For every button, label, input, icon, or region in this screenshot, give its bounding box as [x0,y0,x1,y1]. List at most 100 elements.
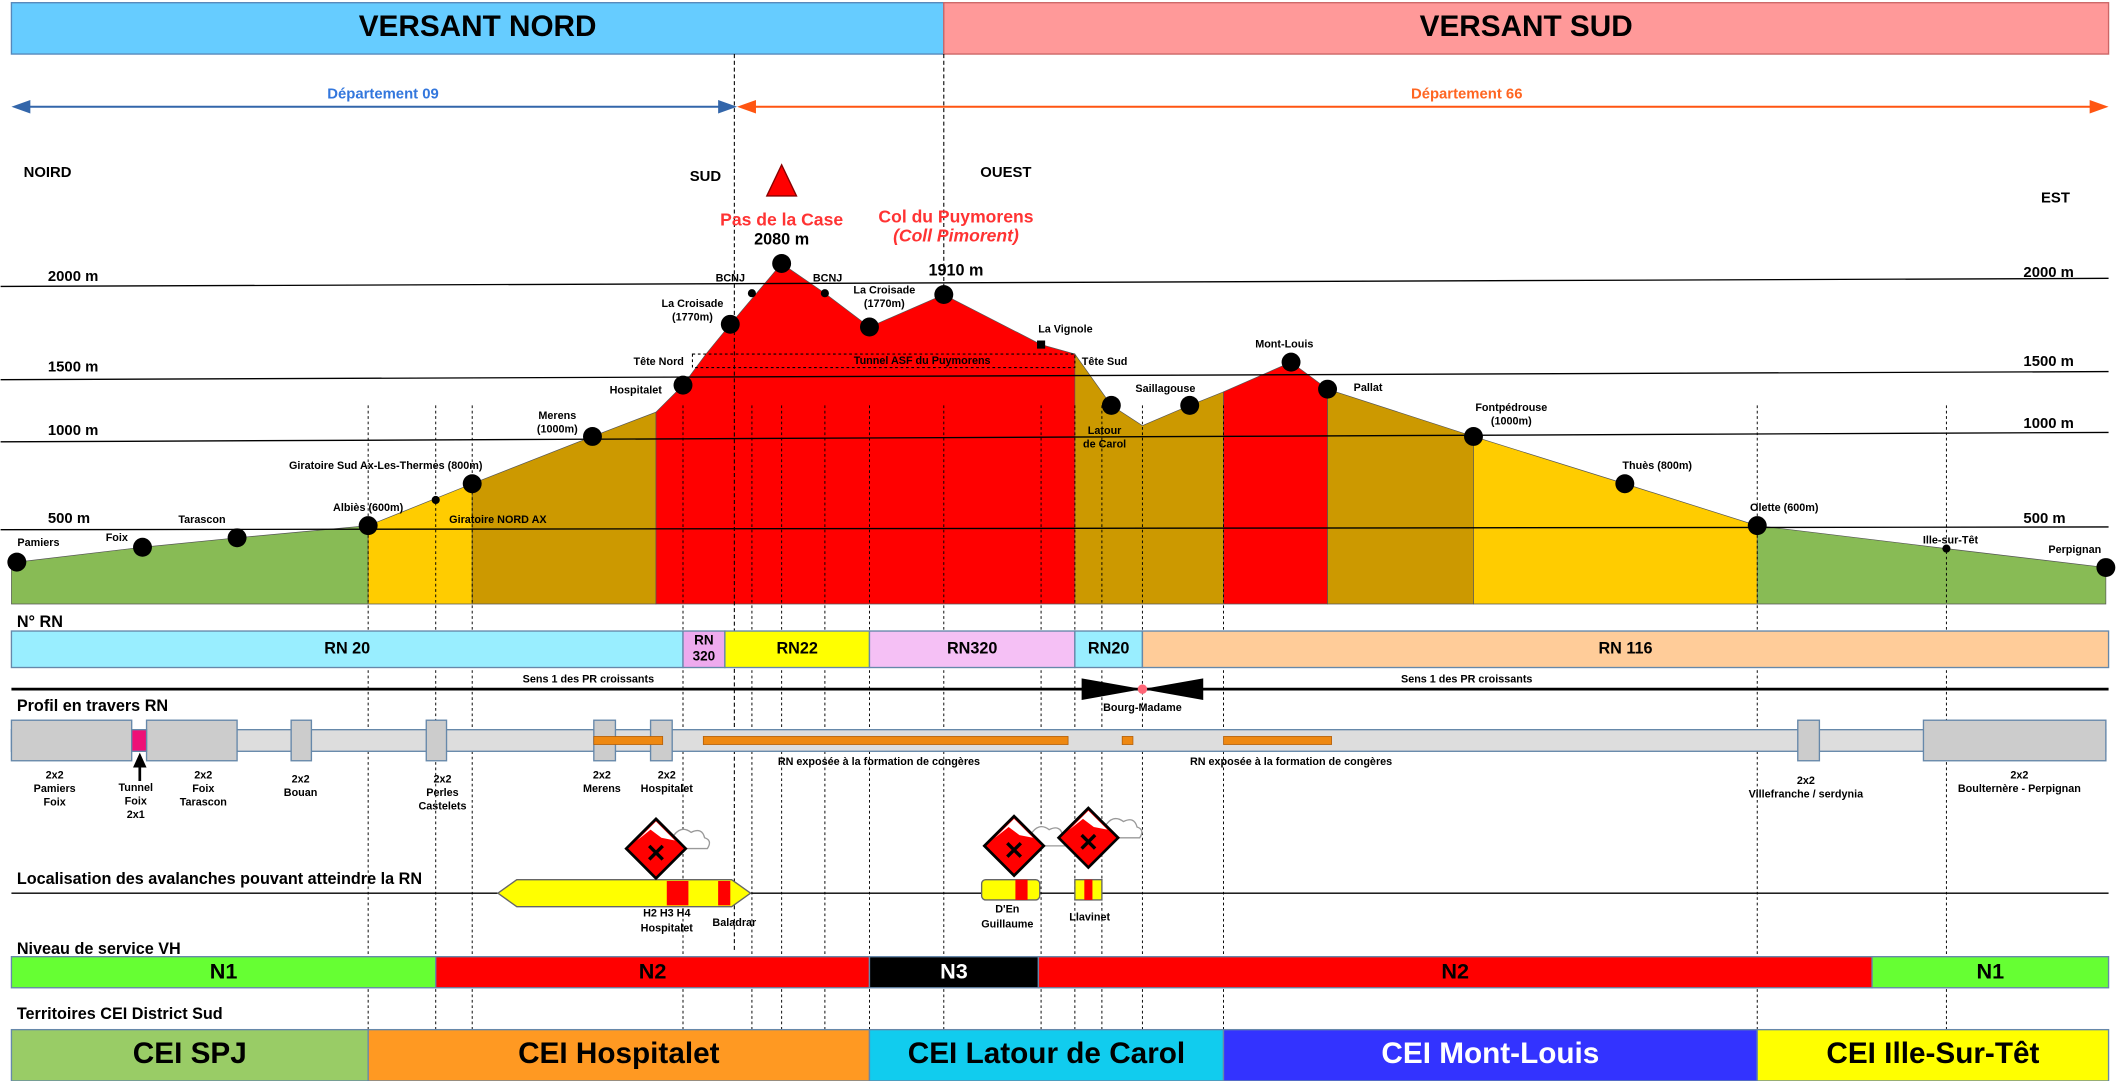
label-line: 2x2 [658,769,676,781]
place-label: Col du Puymorens (Coll Pimorent) [878,206,1033,245]
label-line: (1000m) [537,424,578,436]
label-line: Fontpédrouse [1475,402,1547,414]
profile-block [290,719,313,762]
place-dot [934,285,954,305]
label: EST [2041,191,2070,207]
label-line: 2x1 [127,809,145,821]
place-label: Perpignan [2048,544,2101,556]
label-line: 2080 m [754,231,809,249]
place-dot [583,426,602,446]
service-level [435,956,871,989]
avalanche-sign [624,816,688,881]
label-line: Albiès (600m) [333,502,404,514]
label-line: Tête Nord [633,356,683,368]
label-line: BCNJ [813,272,842,284]
label-line: BCNJ [716,272,745,284]
avalanche-label: Baladrar [712,917,757,929]
label-line: Foix [192,783,214,795]
service-level [1037,956,1873,989]
place-label: Latour de Carol [1083,425,1126,451]
label-line: Merens [583,783,621,795]
profile-label: Tunnel Foix 2x1 [118,782,153,821]
label-line: 320 [693,648,716,663]
altitude-line [0,277,2109,288]
place-label: Pamiers [17,537,59,549]
section-title: Profil en travers RN [17,697,168,715]
place-label: Fontpédrouse (1000m) [1475,402,1547,428]
place-dot [720,314,740,334]
header-title: VERSANT SUD [1420,10,1633,43]
label: 1500 m [2023,354,2073,370]
tunnel-block [131,728,148,752]
label-line: Mont-Louis [1255,338,1313,350]
label-line: Hospitalet [610,384,663,396]
territory-label: CEI Hospitalet [518,1037,720,1070]
place-label: Tête Nord [633,356,683,368]
mountain-zone [1473,435,1758,605]
place-dot [1747,516,1767,536]
profile-label: 2x2 Hospitalet [641,769,694,795]
label-line: Pallat [1354,382,1383,394]
summit-marker [765,163,798,197]
label: Département 66 [1411,87,1523,103]
place-label: Pas de la Case [720,209,843,229]
place-label: 2080 m [754,231,809,249]
mountain-zone [1223,361,1328,605]
avalanche-core [718,881,731,906]
service-label: N2 [639,959,667,984]
label: SUD [690,169,722,185]
label-line: (1000m) [1491,415,1532,427]
section-title: N° RN [17,613,63,631]
label-line: Castelets [418,801,466,813]
label-line: Saillagouse [1135,383,1195,395]
profile-label: 2x2 Pamiers Foix [34,769,76,808]
label-line: RN [694,632,714,647]
mountain-zone [11,525,369,605]
profile-label: 2x2 Perles Castelets [418,774,466,813]
label-line: 2x2 [194,769,212,781]
place-dot [133,537,152,557]
place-dot [2096,558,2116,577]
place-dot [1101,395,1121,415]
territory [1756,1028,2110,1081]
place-dot [1180,395,1200,415]
label-line: Perpignan [2048,544,2101,556]
profile-label: 2x2 Boulternère - Perpignan [1958,769,2081,795]
label-line: Foix [106,532,128,544]
label-line: Bouan [284,787,318,799]
snow-zone [1223,736,1332,745]
label-line: Perles [426,787,458,799]
label-line: La Croisade [662,298,724,310]
label: NOIRD [24,165,72,181]
road-label: RN 116 [1598,640,1652,658]
label-line: Tunnel ASF du Puymorens [854,355,991,367]
profile-label: 2x2 Merens [583,769,621,795]
label-line: Baladrar [712,917,757,929]
road-segment [1141,630,2110,669]
place-label: Saillagouse [1135,383,1195,395]
place-dot-small [431,495,440,505]
label-line: 2x2 [433,774,451,786]
snow-zone [593,736,664,745]
profile-label: RN exposée à la formation de congères [778,756,980,768]
label: 500 m [2023,511,2065,527]
label: Bourg-Madame [1103,702,1182,714]
label-line: Llavinet [1069,911,1110,923]
profile-block [145,719,238,762]
mountain-zone [1327,388,1474,605]
label-line: 2x2 [46,769,64,781]
service-label: N2 [1441,959,1469,984]
place-dot-small [747,289,756,298]
avalanche-core [666,881,689,906]
label-line: Olette (600m) [1750,502,1819,514]
label-line: 2x2 [292,774,310,786]
road-segment [10,630,684,669]
place-dot [860,317,879,337]
label-line: Ille-sur-Têt [1923,534,1979,546]
place-label: Tête Sud [1082,356,1128,368]
label: 1000 m [2023,416,2073,432]
place-label: Merens (1000m) [537,410,578,436]
avalanche-snow [1069,810,1108,830]
territory-label: CEI Ille-Sur-Têt [1826,1037,2039,1070]
